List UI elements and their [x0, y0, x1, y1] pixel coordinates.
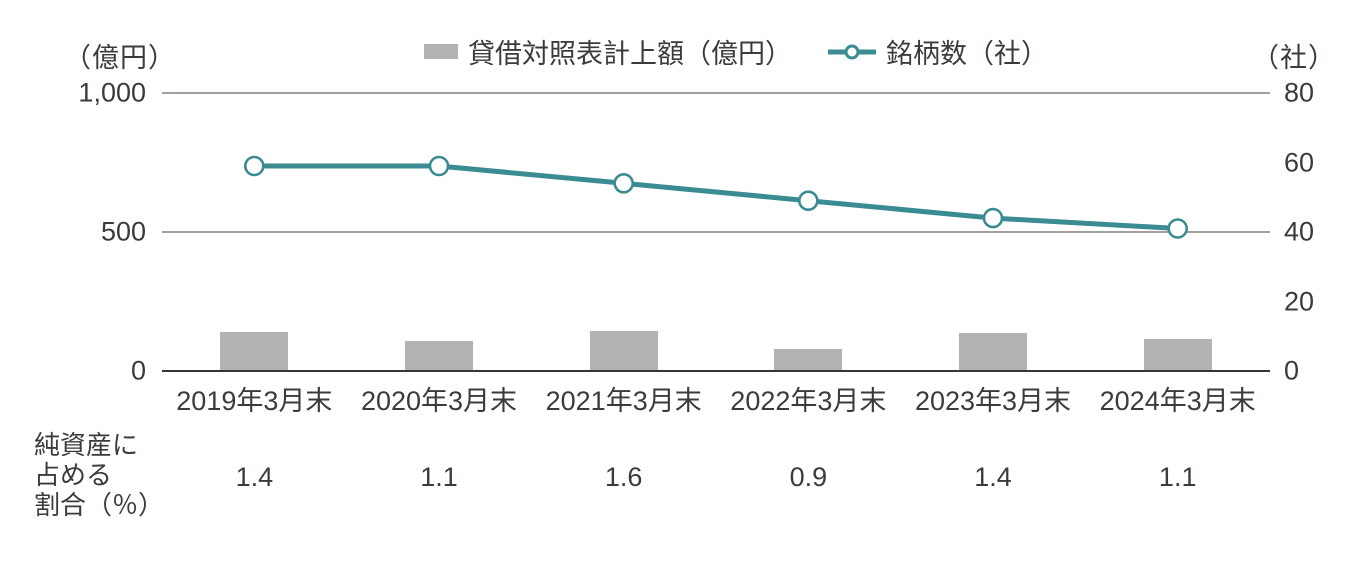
x-axis-label: 2024年3月末 [1099, 386, 1256, 416]
right-axis-tick: 40 [1284, 216, 1315, 247]
data-point-marker-2020年3月末 [428, 155, 450, 177]
open-circle-icon [844, 44, 860, 59]
line-series-layer [244, 155, 1189, 239]
gridline [162, 231, 1270, 233]
net-asset-ratio-value: 1.4 [235, 462, 274, 492]
x-axis-label: 2020年3月末 [360, 386, 518, 416]
left-axis-unit-label: （億円） [64, 43, 176, 73]
x-axis-label: 2023年3月末 [914, 386, 1072, 416]
net-asset-ratio-value: 1.1 [420, 462, 458, 492]
caption-line: 割合（％） [34, 490, 165, 520]
bar-2024年3月末 [1143, 339, 1212, 371]
data-point-marker-2019年3月末 [244, 155, 265, 177]
x-axis-labels: 2019年3月末 2020年3月末 2021年3月末 2022年3月末 2023年3月末… [162, 379, 1270, 418]
x-axis-label: 2022年3月末 [730, 386, 887, 416]
right-axis-tick: 20 [1284, 286, 1315, 316]
bar-2020年3月末 [405, 340, 473, 371]
plot-area [162, 92, 1270, 372]
bar-swatch-icon [424, 44, 458, 59]
data-point-marker-2022年3月末 [797, 190, 819, 211]
net-asset-ratio-value: 1.4 [974, 462, 1012, 492]
data-point-marker-2023年3月末 [982, 207, 1004, 229]
left-axis-tick: 0 [130, 355, 146, 386]
caption-line: 占める [34, 460, 113, 490]
legend: 貸借対照表計上額（億円） 銘柄数（社） [424, 32, 1048, 71]
right-axis-tick: 0 [1284, 355, 1300, 386]
gridline [162, 92, 1270, 94]
line-marker-swatch-icon [828, 41, 876, 62]
right-axis-tick: 80 [1284, 77, 1315, 108]
line-series-path [254, 163, 1178, 231]
right-axis-tick: 60 [1284, 147, 1315, 177]
left-axis-tick: 500 [100, 216, 146, 247]
bar-2021年3月末 [589, 330, 658, 371]
bar-2022年3月末 [774, 349, 843, 371]
x-axis-label: 2021年3月末 [545, 386, 702, 416]
bar-2023年3月末 [959, 333, 1027, 371]
data-point-marker-2021年3月末 [613, 173, 635, 194]
net-asset-ratio-values: 1.4 1.1 1.6 0.9 1.4 1.1 [162, 462, 1270, 493]
net-asset-ratio-value: 1.6 [604, 462, 643, 492]
x-axis-baseline [162, 370, 1270, 372]
net-asset-ratio-caption: 純資産に 占める 割合（％） [34, 430, 164, 520]
x-axis-label: 2019年3月末 [176, 386, 333, 416]
net-asset-ratio-value: 0.9 [789, 462, 828, 492]
data-point-marker-2024年3月末 [1167, 218, 1189, 239]
right-axis: 80 60 40 20 0 [1284, 79, 1354, 384]
legend-item-line: 銘柄数（社） [828, 32, 1048, 71]
legend-item-bar: 貸借対照表計上額（億円） [424, 32, 792, 71]
legend-bar-label: 貸借対照表計上額（億円） [468, 39, 792, 69]
left-axis: 1,000 500 0 [0, 79, 146, 384]
bar-2019年3月末 [220, 332, 289, 371]
net-asset-ratio-value: 1.1 [1158, 462, 1197, 492]
left-axis-tick: 1,000 [78, 77, 146, 108]
right-axis-unit-label: （社） [1252, 43, 1336, 73]
legend-line-label: 銘柄数（社） [886, 39, 1048, 69]
caption-line: 純資産に [34, 430, 139, 460]
